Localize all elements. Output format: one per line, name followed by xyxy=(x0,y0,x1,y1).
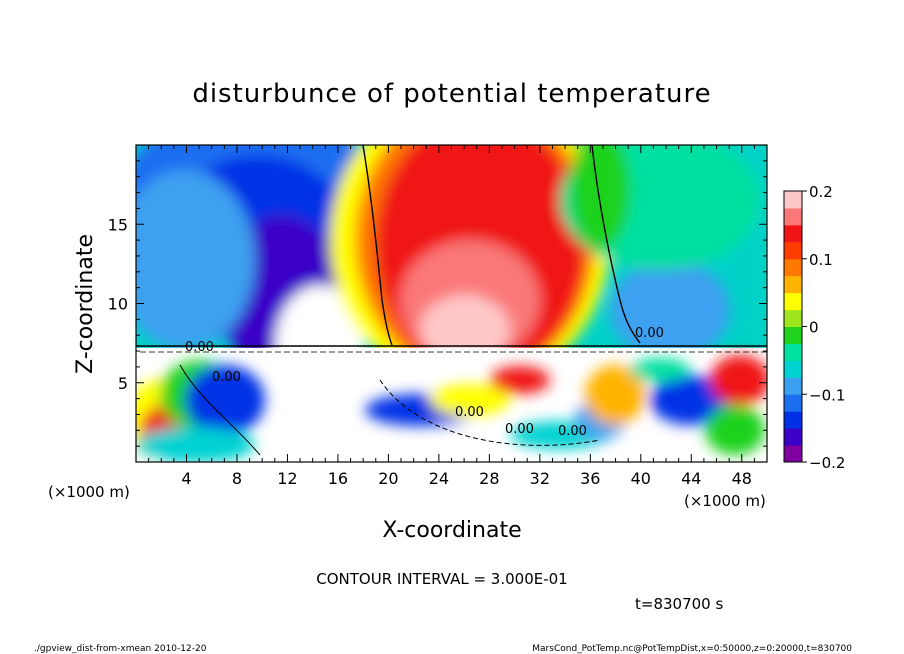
x-tick-label: 40 xyxy=(631,469,651,488)
time-text: t=830700 s xyxy=(635,595,723,613)
colorbar-swatch xyxy=(784,309,802,327)
y-axis: 5 10 15 xyxy=(108,160,767,447)
lower-blob xyxy=(490,366,550,394)
lower-blob xyxy=(650,375,730,425)
x-tick-label: 8 xyxy=(232,469,242,488)
chart-title: disturbunce of potential temperature xyxy=(192,79,711,109)
lower-layer xyxy=(136,347,767,462)
contour-label: 0.00 xyxy=(505,422,534,437)
colorbar-swatch xyxy=(784,224,802,243)
contour-label: 0.00 xyxy=(635,326,664,341)
field-blob xyxy=(610,260,730,360)
x-tick-label: 4 xyxy=(181,469,191,488)
contour-interval-text: CONTOUR INTERVAL = 3.000E-01 xyxy=(316,570,567,588)
field-blobs xyxy=(136,145,760,405)
field-blob xyxy=(136,170,255,350)
colorbar-tick-label: 0 xyxy=(809,319,819,337)
colorbar-swatch xyxy=(784,292,802,311)
x-tick-label: 32 xyxy=(530,469,550,488)
colorbar-swatch xyxy=(784,445,802,463)
colorbar-swatch xyxy=(784,394,802,412)
colorbar-tick-label: 0.1 xyxy=(809,251,833,269)
x-tick-label: 20 xyxy=(378,469,398,488)
colorbar-swatch xyxy=(784,241,802,260)
x-unit-left: (×1000 m) xyxy=(48,483,130,501)
x-axis-label: X-coordinate xyxy=(382,518,521,543)
colorbar-ticks: 0.2 0.1 0 −0.1 −0.2 xyxy=(802,183,845,472)
colorbar-swatch xyxy=(784,275,802,294)
y-tick-label: 15 xyxy=(108,215,128,234)
field-blob xyxy=(570,145,630,250)
contour-label: 0.00 xyxy=(558,424,587,439)
x-tick-label: 48 xyxy=(732,469,752,488)
colorbar-swatch xyxy=(784,326,802,344)
contour-labels: 0.00 0.00 0.00 0.00 0.00 0.00 xyxy=(185,326,664,439)
colorbar-swatch xyxy=(784,207,802,226)
x-tick-label: 44 xyxy=(681,469,701,488)
lower-blob xyxy=(630,358,690,382)
lower-blob xyxy=(185,365,265,435)
dashed-contour xyxy=(379,379,601,446)
zero-contour-right xyxy=(591,145,641,344)
colorbar-swatch xyxy=(784,191,802,209)
lower-blob xyxy=(430,384,510,416)
colorbar-swatch xyxy=(784,428,802,446)
lower-blob xyxy=(136,427,255,462)
x-tick-label: 36 xyxy=(580,469,600,488)
footer-right: MarsCond_PotTemp.nc@PotTempDist,x=0:5000… xyxy=(532,644,852,654)
colorbar xyxy=(783,190,803,463)
x-axis: 4 8 12 16 20 24 28 32 36 40 44 48 xyxy=(148,145,755,488)
footer-left: ./gpview_dist-from-xmean 2010-12-20 xyxy=(34,644,207,654)
lower-blob xyxy=(710,355,767,405)
y-tick-label: 10 xyxy=(108,295,128,314)
colorbar-tick-label: −0.1 xyxy=(809,386,845,404)
contour-label: 0.00 xyxy=(185,340,214,355)
contour-label: 0.00 xyxy=(212,370,241,385)
lower-layer-blobs xyxy=(136,355,767,462)
x-tick-label: 16 xyxy=(328,469,348,488)
y-tick-label: 5 xyxy=(118,374,128,393)
lower-blob xyxy=(585,365,645,425)
x-tick-label: 24 xyxy=(429,469,449,488)
lower-blob xyxy=(705,405,765,455)
contour-label: 0.00 xyxy=(455,405,484,420)
colorbar-swatch xyxy=(784,360,802,378)
colorbar-tick-label: −0.2 xyxy=(809,454,845,472)
field xyxy=(136,145,760,405)
plot-area xyxy=(136,145,767,462)
colorbar-swatch xyxy=(784,343,802,361)
y-axis-label: Z-coordinate xyxy=(73,234,98,374)
x-tick-label: 28 xyxy=(479,469,499,488)
contours xyxy=(136,145,767,456)
lower-contour xyxy=(179,364,261,456)
colorbar-swatch xyxy=(784,411,802,429)
field-blob xyxy=(420,295,510,365)
colorbar-swatch xyxy=(784,258,802,277)
zero-contour-left xyxy=(362,145,393,346)
colorbar-tick-label: 0.2 xyxy=(809,183,833,201)
colorbar-swatch xyxy=(784,377,802,395)
x-tick-label: 12 xyxy=(277,469,297,488)
x-unit-right: (×1000 m) xyxy=(684,492,766,510)
